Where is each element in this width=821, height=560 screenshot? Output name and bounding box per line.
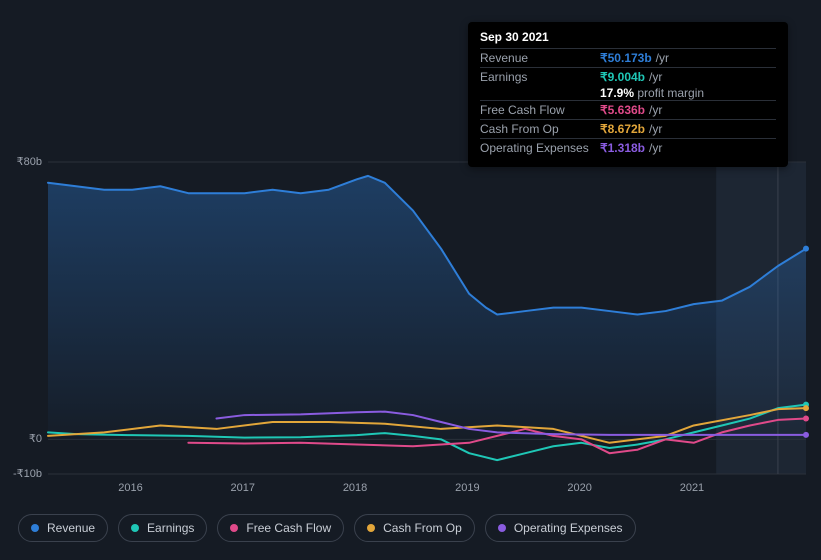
y-axis-label: ₹0 — [29, 432, 42, 445]
chart-legend: Revenue Earnings Free Cash Flow Cash From O… — [18, 514, 636, 542]
x-axis-label: 2020 — [567, 482, 591, 494]
legend-item-label: Revenue — [47, 521, 95, 535]
legend-item-opex[interactable]: Operating Expenses — [485, 514, 636, 542]
x-axis-label: 2019 — [455, 482, 479, 494]
tooltip-row-opex: Operating Expenses₹1.318b/yr — [480, 138, 776, 157]
x-axis-label: 2017 — [231, 482, 255, 494]
tooltip-row-value: ₹9.004b — [600, 70, 645, 84]
y-axis-label: -₹10b — [13, 467, 42, 480]
tooltip-row-value: ₹1.318b — [600, 141, 645, 155]
tooltip-row-value: ₹8.672b — [600, 122, 645, 136]
tooltip-row-label: Free Cash Flow — [480, 103, 600, 117]
legend-dot-icon — [230, 524, 238, 532]
tooltip-row-label: Cash From Op — [480, 122, 600, 136]
tooltip-row-unit: /yr — [656, 51, 669, 65]
y-axis-label: ₹80b — [17, 155, 42, 168]
legend-dot-icon — [131, 524, 139, 532]
tooltip-row-label: Operating Expenses — [480, 141, 600, 155]
legend-item-revenue[interactable]: Revenue — [18, 514, 108, 542]
legend-item-label: Free Cash Flow — [246, 521, 331, 535]
x-axis-label: 2016 — [118, 482, 142, 494]
x-axis-label: 2021 — [680, 482, 704, 494]
tooltip-row-fcf: Free Cash Flow₹5.636b/yr — [480, 100, 776, 119]
legend-dot-icon — [31, 524, 39, 532]
tooltip-row-cfo: Cash From Op₹8.672b/yr — [480, 119, 776, 138]
legend-item-fcf[interactable]: Free Cash Flow — [217, 514, 344, 542]
tooltip-row-earnings: Earnings₹9.004b/yr — [480, 67, 776, 86]
tooltip-row-revenue: Revenue₹50.173b/yr — [480, 48, 776, 67]
legend-item-label: Earnings — [147, 521, 194, 535]
legend-item-earnings[interactable]: Earnings — [118, 514, 207, 542]
legend-dot-icon — [498, 524, 506, 532]
tooltip-row-value: ₹5.636b — [600, 103, 645, 117]
legend-item-label: Operating Expenses — [514, 521, 623, 535]
tooltip-row-unit: /yr — [649, 141, 662, 155]
tooltip-row-unit: /yr — [649, 122, 662, 136]
tooltip-row-sub: 17.9% profit margin — [600, 86, 776, 100]
legend-item-cfo[interactable]: Cash From Op — [354, 514, 475, 542]
x-axis-label: 2018 — [343, 482, 367, 494]
legend-dot-icon — [367, 524, 375, 532]
tooltip-row-value: ₹50.173b — [600, 51, 652, 65]
tooltip-row-label: Earnings — [480, 70, 600, 84]
tooltip-row-unit: /yr — [649, 70, 662, 84]
tooltip-date: Sep 30 2021 — [480, 30, 776, 44]
chart-tooltip: Sep 30 2021 Revenue₹50.173b/yrEarnings₹9… — [468, 22, 788, 167]
tooltip-row-unit: /yr — [649, 103, 662, 117]
legend-item-label: Cash From Op — [383, 521, 462, 535]
tooltip-row-label: Revenue — [480, 51, 600, 65]
